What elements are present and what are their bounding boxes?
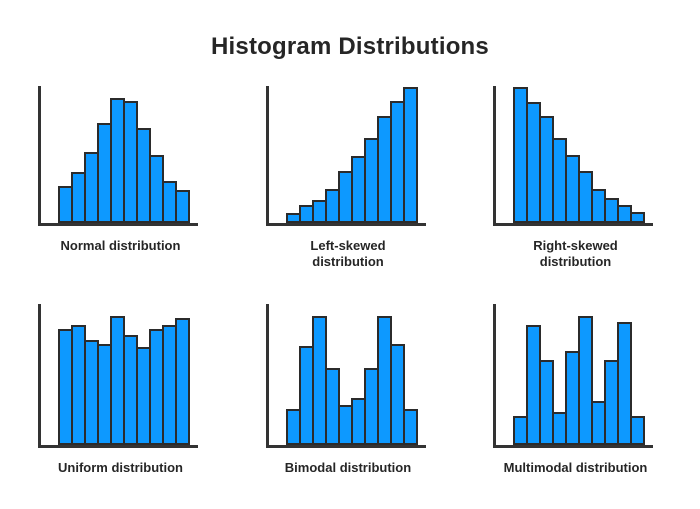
histogram-bar (630, 212, 645, 223)
bars (513, 304, 645, 445)
bars (513, 86, 645, 223)
histogram-right-skewed (493, 86, 653, 226)
chart-row-top: Normal distribution Left-skewed distribu… (0, 86, 700, 271)
histogram-uniform (38, 303, 198, 448)
bars (58, 304, 190, 445)
chart-panel-uniform: Uniform distribution (38, 303, 203, 476)
chart-panel-bimodal: Bimodal distribution (265, 303, 431, 476)
chart-caption-right-skewed: Right-skewed distribution (533, 238, 618, 270)
histogram-bar (617, 321, 632, 445)
histogram-left-skewed (265, 86, 426, 226)
chart-caption-bimodal: Bimodal distribution (284, 459, 412, 475)
histogram-bar (630, 416, 645, 445)
chart-row-bottom: Uniform distribution Bimodal distributio… (0, 303, 700, 476)
histogram-multimodal (493, 303, 653, 448)
chart-caption-normal: Normal distribution (60, 238, 181, 253)
chart-caption-left-skewed: Left-skewed distribution (310, 238, 386, 270)
chart-panel-left-skewed: Left-skewed distribution (265, 86, 431, 271)
page-title: Histogram Distributions (211, 33, 489, 60)
chart-panel-normal: Normal distribution (38, 86, 203, 271)
bars (285, 304, 418, 445)
histogram-bar (175, 190, 190, 223)
bars (285, 86, 418, 223)
chart-caption-uniform: Uniform distribution (58, 459, 183, 475)
chart-panel-multimodal: Multimodal distribution (493, 303, 658, 476)
chart-panel-right-skewed: Right-skewed distribution (493, 86, 658, 271)
histogram-bar (402, 87, 418, 223)
histogram-bar (402, 409, 418, 445)
histogram-bar (578, 316, 593, 445)
histogram-bar (175, 317, 190, 445)
histogram-bar (389, 344, 405, 445)
histogram-normal (38, 86, 198, 226)
histogram-bimodal (265, 303, 426, 448)
histogram-bar (539, 359, 554, 445)
chart-caption-multimodal: Multimodal distribution (503, 459, 648, 475)
bars (58, 86, 190, 223)
